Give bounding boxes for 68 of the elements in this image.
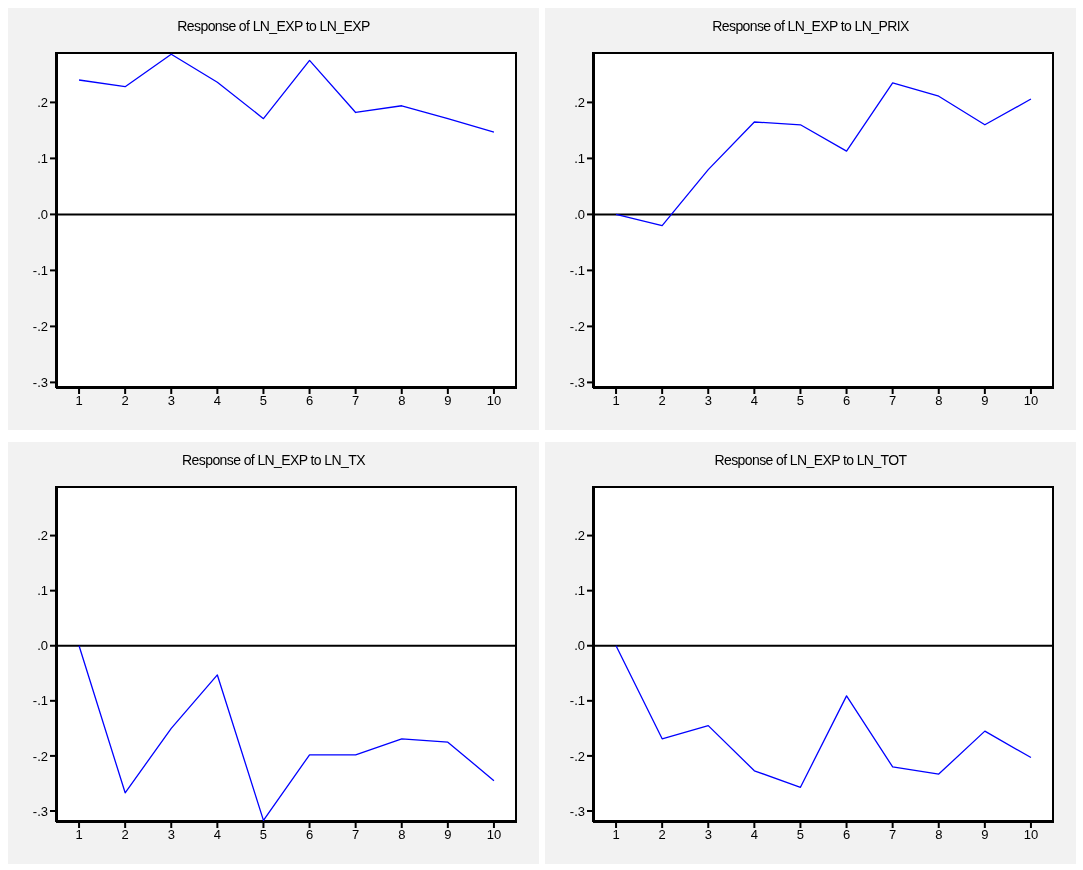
x-tick-label: 2 <box>658 393 666 409</box>
y-tick-label: -.2 <box>32 748 48 764</box>
x-tick-label: 8 <box>935 827 943 843</box>
x-tick-label: 8 <box>398 827 406 843</box>
x-tick-label: 7 <box>352 393 360 409</box>
y-tick-label: .0 <box>37 207 48 223</box>
x-tick-label: 6 <box>842 827 851 843</box>
y-tick-label: .1 <box>37 583 48 599</box>
x-tick-label: 9 <box>444 393 452 409</box>
x-tick-label: 10 <box>486 393 502 409</box>
y-tick-label: .0 <box>574 638 585 654</box>
x-tick-label: 5 <box>796 827 805 843</box>
y-tick-label: -.2 <box>569 319 585 335</box>
y-tick-label: .2 <box>574 95 585 111</box>
y-tick-label: .2 <box>574 528 585 544</box>
x-tick-label: 8 <box>398 393 406 409</box>
y-tick-label: -.3 <box>32 375 48 391</box>
x-tick-label: 1 <box>612 827 620 843</box>
x-tick-label: 6 <box>842 393 851 409</box>
y-tick-label: .0 <box>37 638 48 654</box>
x-tick-label: 9 <box>981 393 989 409</box>
chart-title: Response of LN_EXP to LN_TOT <box>713 452 908 470</box>
chart-title: Response of LN_EXP to LN_PRIX <box>711 18 910 36</box>
x-tick-label: 1 <box>612 393 620 409</box>
x-tick-label: 7 <box>889 827 897 843</box>
x-tick-label: 9 <box>444 827 452 843</box>
x-tick-label: 2 <box>658 827 666 843</box>
y-tick-label: -.1 <box>569 693 585 709</box>
y-tick-label: .0 <box>574 207 585 223</box>
x-tick-label: 3 <box>704 827 712 843</box>
y-tick-label: -.3 <box>32 803 48 819</box>
y-tick-label: -.3 <box>569 803 585 819</box>
x-tick-label: 5 <box>796 393 805 409</box>
x-tick-label: 4 <box>750 827 758 843</box>
x-tick-label: 10 <box>1023 827 1039 843</box>
y-tick-label: -.1 <box>569 263 585 279</box>
x-tick-label: 3 <box>167 827 175 843</box>
x-tick-label: 4 <box>213 827 221 843</box>
x-tick-label: 10 <box>486 827 502 843</box>
x-tick-label: 3 <box>704 393 712 409</box>
x-tick-label: 10 <box>1023 393 1039 409</box>
x-tick-label: 4 <box>213 393 221 409</box>
chart-title: Response of LN_EXP to LN_EXP <box>176 18 371 36</box>
x-tick-label: 5 <box>259 827 268 843</box>
x-tick-label: 3 <box>167 393 175 409</box>
y-tick-label: .1 <box>574 151 585 167</box>
y-tick-label: .1 <box>574 583 585 599</box>
x-tick-label: 4 <box>750 393 758 409</box>
y-tick-label: .1 <box>37 151 48 167</box>
x-tick-label: 6 <box>305 393 314 409</box>
x-tick-label: 8 <box>935 393 943 409</box>
y-tick-label: -.1 <box>32 693 48 709</box>
y-tick-label: -.1 <box>32 263 48 279</box>
x-tick-label: 2 <box>121 393 129 409</box>
x-tick-label: 9 <box>981 827 989 843</box>
x-tick-label: 5 <box>259 393 268 409</box>
y-tick-label: -.2 <box>32 319 48 335</box>
x-tick-label: 7 <box>352 827 360 843</box>
x-tick-label: 1 <box>75 393 83 409</box>
y-tick-label: -.2 <box>569 748 585 764</box>
y-tick-label: -.3 <box>569 375 585 391</box>
x-tick-label: 7 <box>889 393 897 409</box>
y-tick-label: .2 <box>37 528 48 544</box>
y-tick-label: .2 <box>37 95 48 111</box>
x-tick-label: 6 <box>305 827 314 843</box>
chart-title: Response of LN_EXP to LN_TX <box>181 452 366 470</box>
x-tick-label: 1 <box>75 827 83 843</box>
x-tick-label: 2 <box>121 827 129 843</box>
